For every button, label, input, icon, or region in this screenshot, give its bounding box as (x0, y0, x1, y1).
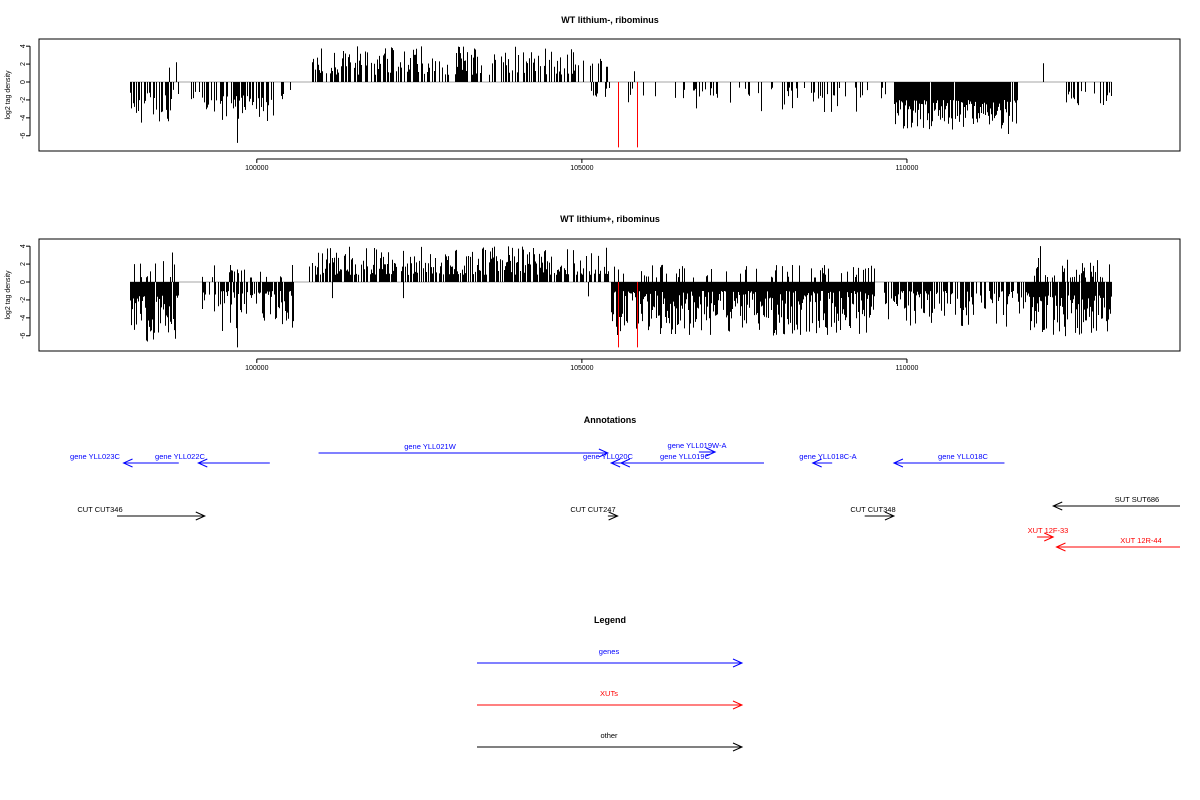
annotation-label: gene YLL019W-A (668, 441, 727, 450)
annotation-feature: gene YLL018C (892, 452, 1005, 468)
annotation-arrow-arrowhead (619, 458, 631, 468)
y-tick-label: 2 (20, 62, 27, 66)
annotation-label: gene YLL018C (938, 452, 988, 461)
annotation-label: gene YLL022C (155, 452, 205, 461)
legend: Legend genes XUTs other (477, 615, 744, 752)
annotation-feature: gene YLL019W-A (668, 441, 727, 457)
annotation-label: CUT CUT346 (77, 505, 122, 514)
annotation-label: XUT 12R-44 (1120, 536, 1162, 545)
annotation-feature: CUT CUT247 (570, 505, 619, 521)
annotation-arrow-arrowhead (884, 511, 896, 521)
annotation-feature: CUT CUT346 (77, 505, 207, 521)
annotation-arrow-arrowhead (892, 458, 904, 468)
y-tick-label: -4 (20, 115, 27, 121)
annotation-feature: gene YLL019C (619, 452, 764, 468)
legend-label: genes (599, 647, 620, 656)
x-tick-label: 105000 (570, 365, 593, 372)
y-tick-label: -2 (20, 297, 27, 303)
annotation-arrow-arrowhead (1051, 501, 1063, 511)
panel1-x-axis: 100000 105000 110000 (245, 158, 919, 172)
panel1-bars (130, 46, 1112, 148)
legend-items: genes XUTs other (477, 647, 744, 752)
annotation-arrow-arrowhead (1044, 532, 1055, 542)
legend-label: XUTs (600, 689, 618, 698)
annotations-track: Annotations gene YLL023C gene YLL022Cgene… (70, 415, 1180, 552)
annotation-label: SUT SUT686 (1115, 495, 1159, 504)
annotation-label: gene YLL020C (583, 452, 633, 461)
legend-arrow-arrowhead (732, 742, 744, 752)
annotations-title: Annotations (584, 415, 637, 425)
legend-item: genes (477, 647, 744, 668)
annotation-label: gene YLL019C (660, 452, 710, 461)
panel-lithium-minus: WT lithium-, ribominus 420-2-4-6 100000 1… (5, 15, 1181, 172)
panel2-frame (38, 238, 1181, 352)
x-tick-label: 110000 (896, 165, 919, 172)
annotation-label: gene YLL021W (404, 442, 456, 451)
legend-arrow-arrowhead (732, 658, 744, 668)
y-tick-label: -6 (20, 333, 27, 339)
y-tick-label: -4 (20, 315, 27, 321)
y-tick-label: 2 (20, 262, 27, 266)
annotation-arrow-arrowhead (609, 458, 621, 468)
panel2-y-axis: 4 2 0 -2 -4 -6 (20, 244, 31, 339)
y-tick-label: 0 (20, 80, 27, 84)
panel1-title: WT lithium-, ribominus (561, 15, 659, 25)
legend-title: Legend (594, 615, 626, 625)
annotation-label: CUT CUT247 (570, 505, 615, 514)
y-tick-label: 0 (20, 280, 27, 284)
annotation-feature: XUT 12R-44 (1055, 536, 1180, 552)
annotation-arrow-arrowhead (197, 458, 208, 468)
x-tick-label: 100000 (245, 365, 268, 372)
legend-label: other (600, 731, 618, 740)
annotation-arrow-arrowhead (705, 447, 717, 457)
annotation-feature: gene YLL023C (70, 452, 179, 468)
panel1-y-axis-label: log2 tag density (5, 70, 12, 120)
annotation-feature: gene YLL022C (155, 452, 270, 468)
annotation-feature: CUT CUT348 (850, 505, 896, 521)
annotation-label: gene YLL023C (70, 452, 120, 461)
x-tick-label: 105000 (570, 165, 593, 172)
legend-item: other (477, 731, 744, 752)
panel2-x-axis: 100000 105000 110000 (245, 358, 919, 372)
panel1-y-axis: 4 2 0 -2 -4 -6 (20, 44, 31, 139)
panel2-y-axis-label: log2 tag density (5, 270, 12, 320)
legend-arrow-arrowhead (732, 700, 744, 710)
y-tick-label: 4 (20, 244, 27, 248)
legend-item: XUTs (477, 689, 744, 710)
x-tick-label: 100000 (245, 165, 268, 172)
panel1-frame (38, 38, 1181, 152)
annotation-arrow-arrowhead (811, 458, 822, 468)
annotation-items: gene YLL023C gene YLL022C gene YLL021W gene… (70, 441, 1180, 552)
annotation-feature: SUT SUT686 (1051, 495, 1180, 511)
annotation-feature: gene YLL021W (318, 442, 610, 458)
annotation-feature: gene YLL018C-A (799, 452, 857, 468)
x-tick-label: 110000 (896, 365, 919, 372)
annotation-arrow-arrowhead (1055, 542, 1066, 552)
annotation-feature: XUT 12F-33 (1028, 526, 1069, 542)
y-tick-label: -6 (20, 133, 27, 139)
annotation-label: XUT 12F-33 (1028, 526, 1069, 535)
annotation-arrow-arrowhead (122, 458, 133, 468)
annotation-arrow-arrowhead (598, 448, 610, 458)
annotation-arrow-arrowhead (608, 511, 619, 521)
panel2-bars (130, 246, 1112, 348)
y-tick-label: -2 (20, 97, 27, 103)
annotation-label: CUT CUT348 (850, 505, 895, 514)
y-tick-label: 4 (20, 44, 27, 48)
annotation-label: gene YLL018C-A (799, 452, 856, 461)
annotation-arrow-arrowhead (195, 511, 207, 521)
panel2-title: WT lithium+, ribominus (560, 214, 660, 224)
panel-lithium-plus: WT lithium+, ribominus 420-2-4-6 100000 1… (5, 214, 1181, 372)
